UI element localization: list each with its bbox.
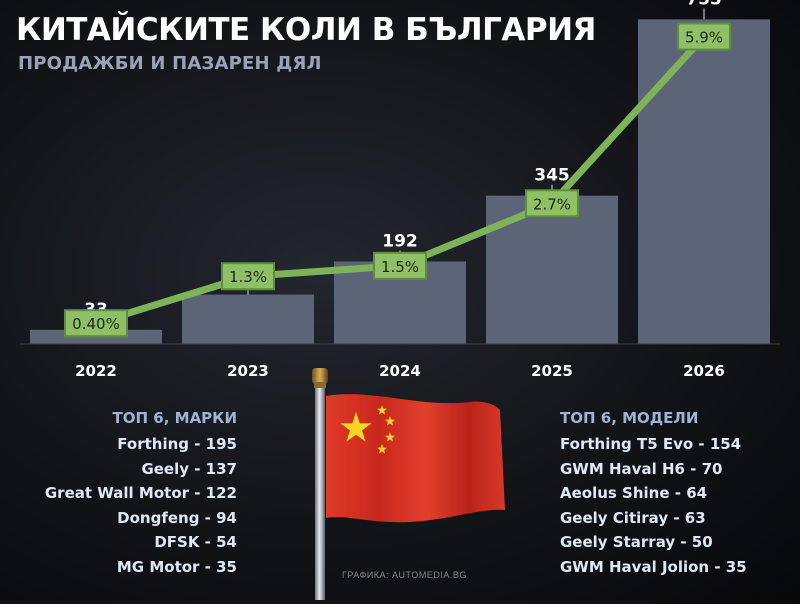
chart-subtitle: ПРОДАЖБИ И ПАЗАРЕН ДЯЛ <box>18 53 322 74</box>
market-share-point <box>525 189 579 218</box>
graphic-credit: ГРАФИКА: AUTOMEDIA.BG <box>342 570 467 580</box>
chart-title: КИТАЙСКИТЕ КОЛИ В БЪЛГАРИЯ <box>16 12 596 48</box>
brand-item: DFSK - 54 <box>154 533 237 552</box>
market-share-label: 0.40% <box>72 315 120 333</box>
top-models-list: ТОП 6, МОДЕЛИ Forthing T5 Evo - 154 GWM … <box>560 407 747 580</box>
market-share-label: 1.3% <box>229 268 267 286</box>
bar-value-label: 755 <box>686 0 722 9</box>
market-share-label: 5.9% <box>685 28 723 46</box>
brand-item: Great Wall Motor - 122 <box>44 484 237 503</box>
chart-bar-2026 <box>638 19 770 344</box>
bar-value-label: 345 <box>534 166 570 186</box>
market-share-point <box>677 22 731 51</box>
model-item: Aeolus Shine - 64 <box>560 484 708 503</box>
chart-bar-2023 <box>182 294 314 344</box>
top-brands-list: ТОП 6, МАРКИ Forthing - 195 Geely - 137 … <box>45 407 237 580</box>
x-tick-label: 2022 <box>75 362 117 380</box>
model-item: GWM Haval Jolion - 35 <box>560 557 747 576</box>
market-share-label: 1.5% <box>381 258 419 276</box>
model-item: GWM Haval H6 - 70 <box>560 459 723 478</box>
brand-item: Geely - 137 <box>141 459 237 478</box>
brand-item: Forthing - 195 <box>117 435 237 453</box>
top-brands-title: ТОП 6, МАРКИ <box>112 409 237 427</box>
chart-bar-2025 <box>486 195 618 344</box>
model-item: Geely Citiray - 63 <box>560 508 706 527</box>
x-tick-label: 2023 <box>227 362 269 380</box>
model-item: Forthing T5 Evo - 154 <box>560 435 742 453</box>
x-tick-label: 2024 <box>379 362 421 380</box>
market-share-point <box>64 309 128 338</box>
brand-item: Dongfeng - 94 <box>117 508 237 527</box>
bar-value-label: 192 <box>382 231 418 251</box>
x-tick-label: 2026 <box>683 362 725 380</box>
brand-item: MG Motor - 35 <box>116 557 237 576</box>
sales-chart: 33202211520231922024345202575520260.40%1… <box>20 0 780 380</box>
model-item: Geely Starray - 50 <box>560 533 713 552</box>
x-tick-label: 2025 <box>531 362 573 380</box>
market-share-point <box>373 251 427 280</box>
market-share-point <box>221 262 275 291</box>
market-share-label: 2.7% <box>533 195 571 213</box>
china-flag-icon <box>300 360 520 602</box>
top-models-title: ТОП 6, МОДЕЛИ <box>560 409 699 427</box>
